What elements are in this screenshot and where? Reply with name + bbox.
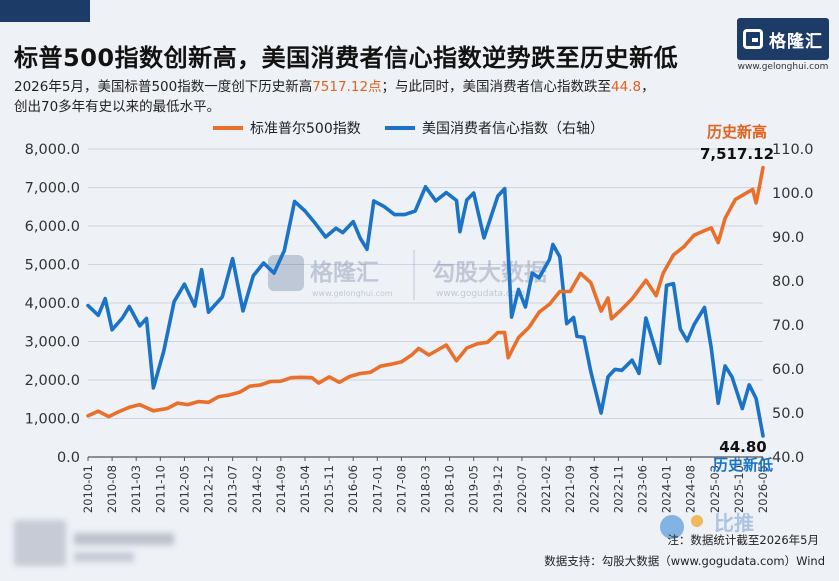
x-tick-label: 2022-04 [587, 465, 601, 513]
left-tick-label: 6,000.0 [25, 219, 80, 235]
grid-lines [88, 148, 763, 458]
desc-text-c: ， [641, 79, 655, 95]
x-tick-label: 2011-03 [129, 465, 143, 513]
right-tick-label: 60.0 [772, 362, 804, 378]
desc-line-2: 创出70多年有史以来的最低水平。 [14, 99, 221, 115]
x-tick-label: 2013-07 [226, 465, 240, 513]
desc-highlight-high: 7517.12点 [312, 79, 382, 95]
x-tick-label: 2024-01 [660, 465, 674, 513]
desc-highlight-low: 44.8 [611, 79, 642, 95]
legend-label-confidence: 美国消费者信心指数（右轴） [422, 121, 604, 137]
right-tick-label: 90.0 [772, 230, 804, 246]
x-axis: 2010-01 2010-08 2011-03 2011-10 2012-05 2012-… [81, 457, 770, 513]
left-tick-label: 7,000.0 [25, 181, 80, 197]
watermark: 格隆汇 www.gelonghui.com 勾股大数据 www.gogudata… [268, 250, 547, 300]
x-tick-label: 2017-01 [370, 465, 384, 513]
x-tick-label: 2025-10 [732, 465, 746, 513]
left-tick-label: 4,000.0 [25, 296, 80, 312]
watermark-url-2: www.gogudata.com [436, 289, 525, 299]
right-tick-label: 80.0 [772, 274, 804, 290]
annotation-low-value: 44.80 [719, 438, 766, 456]
x-tick-label: 2010-01 [81, 465, 95, 513]
x-tick-label: 2021-02 [539, 465, 553, 513]
brand-name: 格隆汇 [769, 31, 823, 52]
left-tick-label: 5,000.0 [25, 258, 80, 274]
left-tick-label: 3,000.0 [25, 335, 80, 351]
watermark-brand-1: 格隆汇 [310, 259, 379, 286]
x-tick-label: 2011-10 [153, 465, 167, 513]
blurred-text [74, 533, 174, 545]
x-tick-label: 2012-12 [202, 465, 216, 513]
series-lines [86, 165, 765, 438]
legend: 标准普尔500指数 美国消费者信心指数（右轴） [213, 121, 604, 137]
page-title: 标普500指数创新高，美国消费者信心指数逆势跌至历史新低 [14, 44, 679, 72]
annotation-high-label: 历史新高 [707, 123, 767, 141]
x-tick-label: 2012-05 [177, 465, 191, 513]
desc-text-a: 2026年5月，美国标普500指数一度创下历史新高 [14, 79, 313, 95]
blurred-text [74, 552, 134, 562]
watermark-url-1: www.gelonghui.com [312, 289, 393, 298]
x-tick-label: 2015-04 [298, 465, 312, 513]
left-axis: 8,000.0 7,000.0 6,000.0 5,000.0 4,000.0 3,000… [25, 142, 80, 466]
left-tick-label: 1,000.0 [25, 412, 80, 428]
blurred-avatar [14, 520, 66, 566]
x-tick-label: 2024-08 [684, 465, 698, 513]
right-tick-label: 50.0 [772, 406, 804, 422]
x-tick-label: 2018-03 [419, 465, 433, 513]
series-line-confidence [86, 185, 765, 438]
footnote: 注：数据统计截至2026年5月 [667, 533, 819, 547]
legend-label-sp500: 标准普尔500指数 [250, 121, 361, 137]
right-tick-label: 70.0 [772, 318, 804, 334]
brand-g-icon [743, 29, 763, 49]
left-tick-label: 2,000.0 [25, 373, 80, 389]
left-tick-label: 0.0 [57, 450, 80, 466]
x-tick-label: 2019-05 [467, 465, 481, 513]
right-axis: 110.0 100.0 90.0 80.0 70.0 60.0 50.0 40.0 [772, 142, 814, 466]
x-tick-label: 2021-09 [563, 465, 577, 513]
x-tick-label: 2020-07 [515, 465, 529, 513]
series-line-sp500 [86, 165, 765, 419]
left-tick-label: 8,000.0 [25, 142, 80, 158]
x-tick-label: 2016-06 [346, 465, 360, 513]
x-tick-label: 2010-08 [105, 465, 119, 513]
x-tick-label: 2026-05 [756, 465, 770, 513]
annotations: 历史新高 7,517.12 44.80 历史新低 [700, 123, 774, 474]
x-tick-label: 2017-08 [394, 465, 408, 513]
desc-text-b: ；与此同时，美国消费者信心指数跌至 [381, 79, 612, 95]
annotation-high-value: 7,517.12 [700, 145, 774, 163]
x-tick-label: 2015-11 [322, 465, 336, 513]
top-accent-bar [0, 0, 90, 22]
x-tick-label: 2014-09 [274, 465, 288, 513]
right-tick-label: 110.0 [772, 142, 814, 158]
watermark-brand-2: 勾股大数据 [432, 259, 547, 286]
right-tick-label: 100.0 [772, 186, 814, 202]
right-tick-label: 40.0 [772, 450, 804, 466]
description: 2026年5月，美国标普500指数一度创下历史新高7517.12点；与此同时，美… [14, 77, 714, 117]
x-tick-label: 2018-10 [443, 465, 457, 513]
annotation-low-label: 历史新低 [713, 456, 773, 474]
data-source: 数据支持：勾股大数据（www.gogudata.com）Wind [544, 554, 825, 568]
brand-logo: 格隆汇 www.gelonghui.com [737, 18, 829, 72]
x-tick-label: 2023-06 [635, 465, 649, 513]
x-tick-label: 2014-02 [250, 465, 264, 513]
x-tick-label: 2022-11 [611, 465, 625, 513]
brand-url: www.gelonghui.com [737, 62, 829, 72]
x-tick-label: 2019-12 [491, 465, 505, 513]
x-tick-label: 2025-03 [708, 465, 722, 513]
